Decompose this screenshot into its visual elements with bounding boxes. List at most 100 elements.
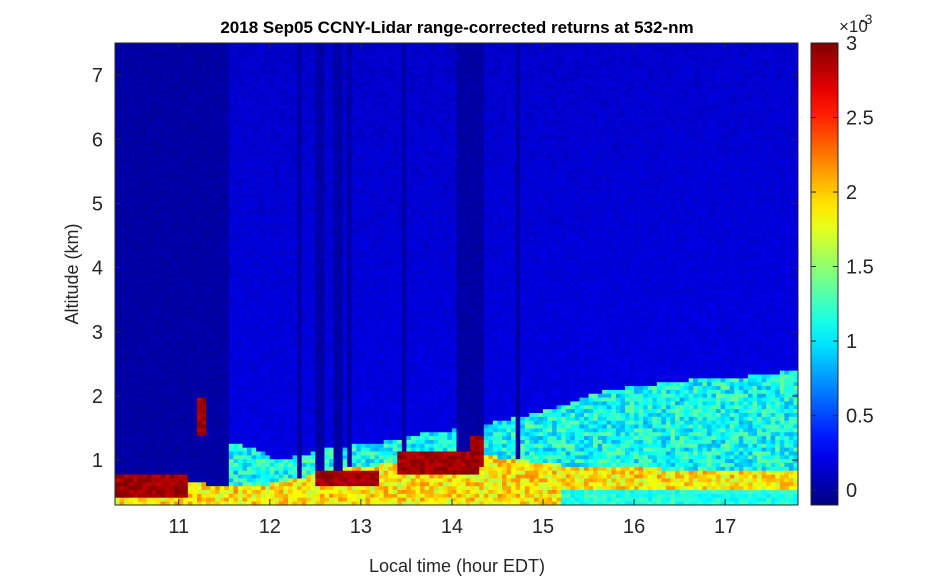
heatmap-cell (119, 481, 125, 487)
heatmap-cell (292, 212, 298, 217)
heatmap-cell (201, 366, 207, 371)
heatmap-cell (124, 354, 130, 360)
heatmap-cell (215, 316, 221, 321)
heatmap-cell (297, 89, 303, 94)
heatmap-cell (210, 366, 216, 371)
heatmap-cell (201, 239, 207, 244)
heatmap-cell (174, 46, 180, 52)
heatmap-cell (283, 335, 289, 340)
heatmap-cell (155, 485, 161, 490)
heatmap-cell (251, 331, 257, 336)
heatmap-cell (155, 250, 161, 256)
heatmap-cell (169, 104, 175, 109)
heatmap-cell (192, 447, 198, 452)
heatmap-cell (192, 212, 198, 217)
heatmap-cell (133, 50, 139, 55)
heatmap-cell (292, 177, 298, 182)
heatmap-cell (297, 181, 303, 186)
heatmap-cell (133, 127, 139, 132)
heatmap-cell (292, 481, 298, 487)
heatmap-cell (142, 501, 148, 505)
heatmap-cell (288, 408, 293, 413)
heatmap-cell (247, 324, 252, 329)
heatmap-cell (124, 208, 130, 213)
heatmap-cell (288, 216, 293, 221)
heatmap-cell (151, 266, 157, 271)
heatmap-cell (297, 162, 303, 167)
heatmap-cell (269, 220, 275, 225)
heatmap-cell (124, 135, 130, 140)
heatmap-cell (233, 316, 239, 321)
heatmap-cell (187, 389, 193, 394)
heatmap-cell (155, 289, 161, 294)
heatmap-cell (288, 281, 293, 286)
heatmap-cell (133, 247, 139, 252)
heatmap-cell (133, 120, 139, 125)
heatmap-cell (233, 274, 239, 279)
heatmap-cell (119, 247, 125, 252)
heatmap-cell (215, 223, 221, 229)
heatmap-cell (206, 501, 212, 505)
heatmap-cell (292, 347, 298, 352)
heatmap-cell (247, 66, 252, 71)
heatmap-cell (269, 89, 275, 94)
heatmap-cell (137, 474, 143, 479)
heatmap-cell (174, 281, 180, 286)
heatmap-cell (210, 112, 216, 117)
heatmap-cell (187, 474, 193, 479)
heatmap-cell (206, 85, 212, 90)
heatmap-cell (224, 308, 230, 313)
heatmap-cell (187, 354, 193, 360)
heatmap-cell (174, 362, 180, 367)
heatmap-cell (165, 435, 171, 440)
heatmap-cell (247, 316, 252, 321)
heatmap-cell (256, 150, 262, 156)
heatmap-cell (196, 435, 202, 440)
heatmap-cell (174, 177, 180, 182)
heatmap-cell (274, 108, 280, 113)
heatmap-cell (242, 439, 248, 444)
heatmap-cell (260, 108, 266, 113)
heatmap-cell (265, 197, 271, 202)
heatmap-cell (224, 158, 230, 163)
heatmap-cell (242, 304, 248, 310)
heatmap-cell (210, 216, 216, 221)
heatmap-cell (251, 158, 257, 163)
heatmap-cell (115, 412, 120, 417)
heatmap-cell (187, 254, 193, 259)
heatmap-cell (210, 258, 216, 263)
heatmap-cell (251, 374, 257, 379)
heatmap-cell (265, 443, 271, 448)
heatmap-cell (165, 262, 171, 267)
heatmap-cell (201, 77, 207, 82)
heatmap-cell (128, 320, 134, 325)
heatmap-cell (242, 235, 248, 240)
heatmap-cell (137, 193, 143, 198)
heatmap-cell (115, 439, 120, 444)
heatmap-cell (288, 324, 293, 329)
heatmap-cell (233, 66, 239, 71)
heatmap-cell (237, 162, 243, 167)
heatmap-cell (160, 77, 166, 82)
heatmap-cell (124, 497, 130, 502)
heatmap-cell (169, 131, 175, 136)
heatmap-cell (160, 451, 166, 456)
heatmap-cell (228, 166, 234, 171)
heatmap-cell (169, 254, 175, 259)
heatmap-cell (288, 181, 293, 186)
heatmap-cell (115, 300, 120, 306)
heatmap-cell (242, 112, 248, 117)
heatmap-cell (292, 139, 298, 144)
heatmap-cell (151, 200, 157, 206)
heatmap-cell (119, 447, 125, 452)
heatmap-cell (215, 266, 221, 271)
heatmap-cell (292, 223, 298, 229)
heatmap-cell (124, 451, 130, 456)
heatmap-cell (292, 443, 298, 448)
heatmap-cell (115, 374, 120, 379)
heatmap-cell (196, 293, 202, 298)
heatmap-cell (196, 50, 202, 55)
heatmap-cell (142, 162, 148, 167)
heatmap-cell (256, 69, 262, 75)
heatmap-cell (274, 331, 280, 336)
